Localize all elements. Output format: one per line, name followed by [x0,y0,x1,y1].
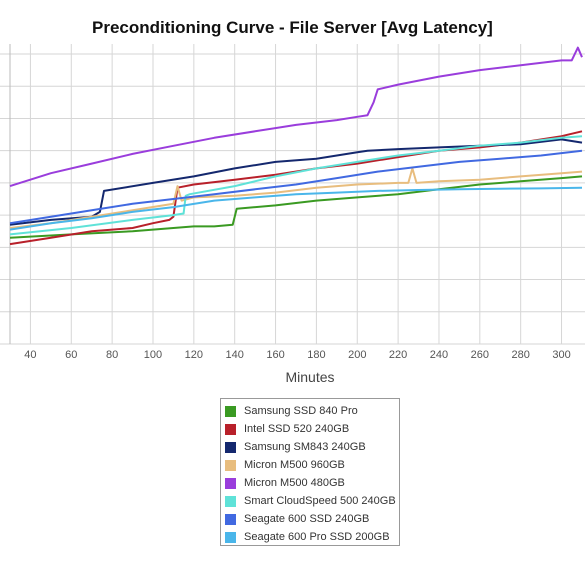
x-tick-label: 100 [144,349,162,361]
series-line-7 [9,149,583,225]
legend-swatch [225,405,236,417]
legend-swatch [225,441,236,453]
legend: Samsung SSD 840 Pro Intel SSD 520 240GB Sa… [220,398,400,546]
legend-label: Seagate 600 SSD 240GB [244,513,370,525]
x-tick-label: 140 [226,349,244,361]
legend-item: Smart CloudSpeed 500 240GB [225,492,399,510]
legend-item: Samsung SSD 840 Pro [225,402,399,420]
legend-swatch [225,423,236,435]
x-axis-label: Minutes [285,369,335,385]
series-line-1 [9,175,583,239]
legend-swatch [225,495,236,507]
series-line-4 [9,167,583,229]
legend-item: Seagate 600 Pro SSD 200GB [225,528,399,546]
series-line-3 [9,138,583,226]
legend-swatch [225,477,236,489]
series-layer [9,46,583,246]
plot-area: 40 60 80 100 120 140 160 180 200 220 240 260 280 300 [0,44,585,361]
legend-item: Intel SSD 520 240GB [225,420,399,438]
legend-label: Micron M500 480GB [244,477,345,489]
x-tick-labels: 40 60 80 100 120 140 160 180 200 220 240 260 280 300 [24,349,570,361]
legend-label: Intel SSD 520 240GB [244,423,350,435]
x-tick-label: 220 [389,349,407,361]
legend-item: Micron M500 960GB [225,456,399,474]
series-line-5 [9,46,583,188]
x-tick-label: 200 [348,349,366,361]
legend-label: Seagate 600 Pro SSD 200GB [244,531,390,543]
x-tick-label: 120 [185,349,203,361]
legend-item: Seagate 600 SSD 240GB [225,510,399,528]
legend-label: Samsung SSD 840 Pro [244,405,358,417]
legend-item: Samsung SM843 240GB [225,438,399,456]
x-tick-label: 40 [24,349,36,361]
x-tick-label: 240 [430,349,448,361]
chart-title: Preconditioning Curve - File Server [Avg… [92,18,493,37]
x-tick-label: 300 [552,349,570,361]
x-tick-label: 160 [266,349,284,361]
legend-item: Micron M500 480GB [225,474,399,492]
series-line-8 [9,186,583,231]
grid-layer [0,44,585,345]
legend-label: Samsung SM843 240GB [244,441,366,453]
series-line-2 [9,130,583,246]
legend-swatch [225,531,236,543]
x-tick-label: 280 [511,349,529,361]
x-tick-label: 260 [471,349,489,361]
legend-swatch [225,459,236,471]
x-tick-label: 60 [65,349,77,361]
legend-label: Smart CloudSpeed 500 240GB [244,495,396,507]
legend-swatch [225,513,236,525]
x-tick-label: 80 [106,349,118,361]
series-line-6 [9,135,583,236]
x-tick-label: 180 [307,349,325,361]
legend-label: Micron M500 960GB [244,459,345,471]
